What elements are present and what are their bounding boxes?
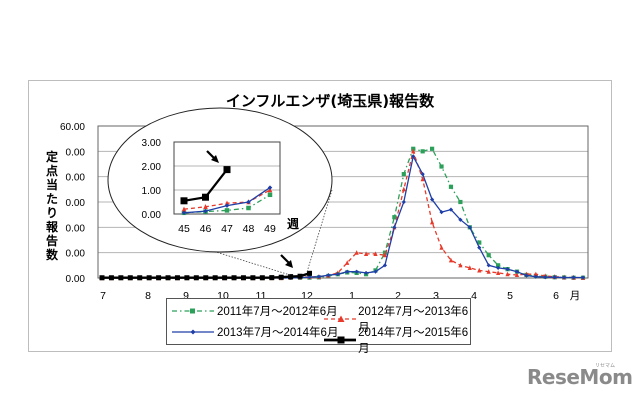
- x-month-label: 9: [183, 290, 189, 302]
- inset-chart: 0.00 1.00 2.00 3.00 45 46 47 48 49 週: [142, 138, 299, 235]
- inset-x-tick-label: 45: [178, 223, 190, 235]
- inset-x-tick-label: 48: [243, 223, 255, 235]
- svg-text:当: 当: [46, 177, 58, 192]
- inset-x-tick-label: 47: [221, 223, 233, 235]
- svg-text:告: 告: [46, 233, 58, 248]
- x-month-label: 10: [217, 290, 229, 302]
- legend-swatch-black-thick-icon: [324, 336, 357, 344]
- svg-text:た: た: [46, 192, 58, 206]
- inset-x-tick-label: 49: [264, 223, 276, 235]
- svg-text:定: 定: [46, 149, 58, 164]
- inset-x-unit-label: 週: [287, 216, 299, 231]
- x-month-label: 1: [349, 290, 355, 302]
- y-tick-label: 0.00: [66, 147, 86, 158]
- x-month-label: 7: [100, 290, 106, 302]
- legend-item-2011: 2011年7月～2012年6月: [171, 303, 338, 319]
- chart-title: インフルエンザ(埼玉県)報告数: [226, 92, 435, 110]
- inset-series-2014年7月～2015年6月: [180, 166, 231, 205]
- y-tick-label: 0.00: [66, 173, 86, 184]
- y-tick-label: 0.00: [66, 223, 86, 234]
- x-unit-label: 月: [570, 290, 581, 302]
- y-tick-label: 0.00: [66, 198, 86, 209]
- legend-label: 2014年7月～2015年6月: [358, 327, 469, 355]
- series-lines: [99, 146, 586, 281]
- x-month-label: 3: [433, 290, 439, 302]
- inset-y-tick-label: 0.00: [142, 210, 162, 221]
- legend-item-2013: 2013年7月～2014年6月: [171, 324, 338, 340]
- legend-label: 2011年7月～2012年6月: [217, 306, 338, 318]
- inset-y-tick-label: 3.00: [142, 138, 162, 149]
- legend-item-2012: 2012年7月～2013年6月: [323, 303, 470, 335]
- y-axis-ticks: 0.00 0.00 0.00 0.00 0.00 0.00 60.00: [60, 122, 85, 285]
- legend-swatch-red-dashed-icon: [324, 315, 357, 322]
- legend-label: 2013年7月～2014年6月: [217, 327, 339, 339]
- x-axis-ticks: 7 8 9 10 11 12 1 2 3 4 5 6 月: [100, 290, 580, 302]
- legend-swatch-green-dashdot-icon: [172, 308, 214, 314]
- inset-y-tick-label: 1.00: [142, 186, 162, 197]
- x-month-label: 8: [145, 290, 151, 302]
- x-month-label: 2: [395, 290, 401, 302]
- y-tick-label: 60.00: [60, 122, 85, 133]
- x-month-label: 12: [301, 290, 313, 302]
- arrow-annotation-main: [280, 254, 293, 268]
- y-tick-label: 0.00: [66, 249, 86, 260]
- legend-swatch-blue-solid-icon: [172, 329, 214, 335]
- inset-plot-area: [173, 141, 281, 215]
- x-month-label: 6: [553, 290, 559, 302]
- plot-area: [97, 125, 589, 279]
- zoom-connector-right: [306, 189, 333, 273]
- x-month-label: 5: [507, 290, 513, 302]
- svg-text:数: 数: [46, 247, 59, 262]
- svg-text:点: 点: [46, 163, 58, 178]
- chart-legend: 2011年7月～2012年6月 2012年7月～2013年6月 2013年7月～…: [166, 298, 471, 355]
- arrow-annotation-inset: [206, 150, 219, 163]
- inset-series-2013年7月～2014年6月: [181, 185, 273, 216]
- legend-item-2014: 2014年7月～2015年6月: [323, 324, 470, 356]
- resemom-logo: ReseMom: [527, 365, 633, 389]
- x-month-label: 11: [256, 290, 267, 302]
- resemom-logo-subtext: リセマム: [595, 363, 616, 369]
- inset-x-tick-label: 46: [200, 223, 212, 235]
- x-month-label: 4: [471, 290, 477, 302]
- legend-label: 2012年7月～2013年6月: [358, 306, 469, 334]
- svg-text:報: 報: [46, 219, 59, 234]
- y-tick-label: 0.00: [66, 274, 86, 285]
- svg-text:り: り: [46, 206, 58, 220]
- chart-frame: [28, 80, 612, 352]
- series-2014年7月～2015年6月: [99, 270, 312, 281]
- inset-y-tick-label: 2.00: [142, 162, 162, 173]
